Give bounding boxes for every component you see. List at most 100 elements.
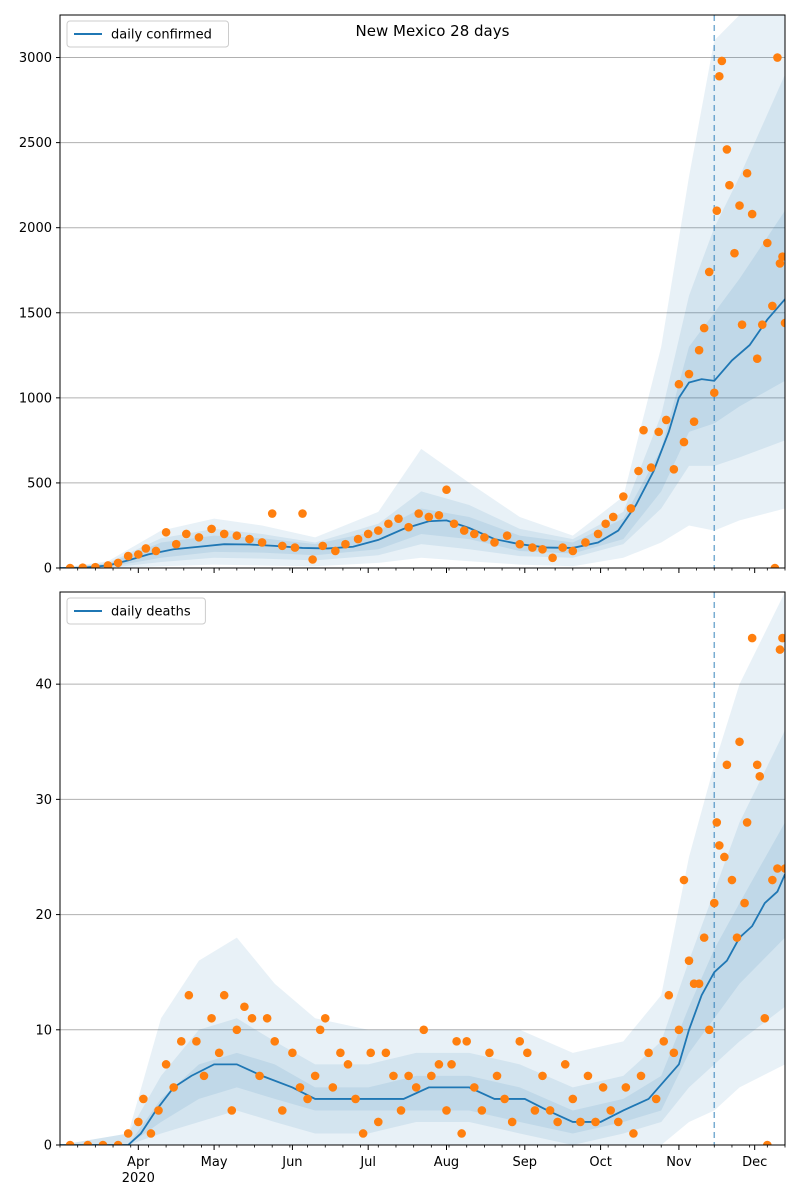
x-tick-label: Jul	[359, 1155, 376, 1170]
data-point	[528, 543, 537, 552]
y-tick-label: 0	[44, 1139, 52, 1154]
x-tick-label: Nov	[666, 1155, 692, 1170]
data-point	[717, 56, 727, 66]
y-tick-label: 0	[44, 562, 52, 577]
data-point	[103, 561, 113, 568]
plot-area	[60, 15, 785, 568]
data-point	[442, 1106, 451, 1115]
data-point	[619, 492, 628, 501]
data-point	[715, 71, 724, 81]
data-point	[192, 1037, 201, 1046]
data-point	[715, 841, 724, 850]
chart-panel-1: 0 500 1000 1500 2000 2500 3000 New Mexico 28 da…	[19, 14, 786, 577]
data-point	[644, 1048, 653, 1058]
data-point	[768, 875, 777, 885]
data-point	[232, 531, 242, 540]
plot-area	[60, 592, 785, 1145]
data-point	[219, 990, 229, 1000]
data-point	[530, 1106, 540, 1115]
y-tick-label: 20	[35, 908, 52, 923]
data-point	[659, 1037, 669, 1046]
data-point	[699, 323, 709, 333]
confidence-band-1	[60, 15, 785, 568]
legend: daily confirmed	[66, 20, 229, 48]
data-point	[626, 504, 636, 513]
data-point	[65, 563, 75, 568]
data-point	[139, 1094, 148, 1104]
data-point	[65, 1140, 75, 1145]
data-point	[394, 514, 403, 523]
data-point	[343, 1060, 353, 1069]
data-point	[608, 512, 618, 522]
data-point	[247, 1013, 257, 1023]
y-tick-label: 10	[35, 1023, 52, 1038]
data-point	[515, 539, 525, 549]
data-point	[732, 933, 742, 942]
data-point	[363, 529, 373, 539]
data-point	[502, 531, 512, 540]
data-point	[477, 1106, 487, 1115]
data-point	[560, 1060, 570, 1069]
data-point	[373, 1117, 383, 1127]
data-point	[778, 252, 785, 261]
data-point	[689, 417, 699, 426]
data-point	[712, 206, 722, 215]
data-point	[469, 529, 479, 539]
data-point	[674, 1025, 684, 1035]
data-point	[219, 529, 229, 539]
y-tick-label: 1500	[19, 306, 52, 321]
data-point	[581, 538, 590, 547]
data-point	[257, 538, 267, 547]
data-point	[694, 345, 704, 355]
data-point	[459, 526, 469, 535]
data-point	[742, 168, 752, 178]
data-point	[113, 558, 123, 568]
data-point	[295, 1083, 305, 1092]
data-point	[171, 539, 181, 549]
data-point	[262, 1013, 272, 1023]
confidence-band-2	[60, 730, 785, 1145]
data-point	[684, 369, 694, 379]
data-point	[704, 267, 714, 277]
data-point	[123, 1129, 133, 1138]
data-point	[763, 238, 772, 248]
axes-frame	[59, 591, 786, 1146]
data-point	[146, 1129, 156, 1138]
data-point	[669, 465, 679, 474]
data-point	[679, 437, 689, 447]
legend-label: daily confirmed	[111, 28, 212, 43]
data-point	[182, 529, 191, 539]
data-point	[634, 466, 643, 476]
data-point	[720, 852, 729, 862]
data-point	[773, 53, 782, 62]
data-point	[780, 318, 785, 328]
y-tick-label: 2500	[19, 136, 52, 151]
data-point	[404, 1071, 413, 1081]
data-point	[646, 463, 656, 472]
y-tick-label: 1000	[19, 391, 52, 406]
x-tick-label: May	[201, 1155, 228, 1170]
data-point	[452, 1037, 461, 1046]
x-year-label: 2020	[122, 1171, 155, 1186]
data-point	[704, 1025, 714, 1035]
x-tick-label: Aug	[434, 1155, 459, 1170]
data-point	[427, 1071, 436, 1081]
data-point	[661, 415, 671, 425]
data-point	[755, 772, 765, 781]
data-point	[176, 1037, 186, 1046]
series-line	[60, 873, 785, 1145]
data-point	[735, 737, 744, 747]
data-point	[328, 1083, 338, 1092]
data-point	[207, 524, 216, 534]
data-point	[651, 1094, 661, 1104]
data-point	[381, 1048, 391, 1058]
data-point	[255, 1071, 264, 1081]
data-point	[568, 546, 578, 556]
data-point	[424, 512, 434, 522]
data-point	[694, 979, 704, 989]
data-point	[768, 301, 777, 311]
data-point	[123, 551, 133, 561]
data-point	[214, 1048, 224, 1058]
